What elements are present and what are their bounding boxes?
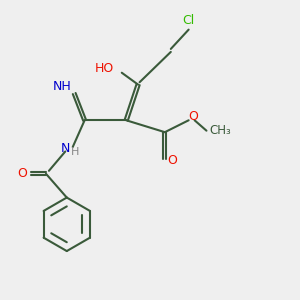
Text: HO: HO (94, 62, 114, 75)
Text: N: N (61, 142, 70, 155)
Text: NH: NH (53, 80, 72, 94)
Text: O: O (167, 154, 177, 167)
Text: O: O (188, 110, 198, 123)
Text: H: H (71, 147, 79, 158)
Text: O: O (17, 167, 27, 180)
Text: CH₃: CH₃ (209, 124, 231, 137)
Text: Cl: Cl (182, 14, 195, 27)
